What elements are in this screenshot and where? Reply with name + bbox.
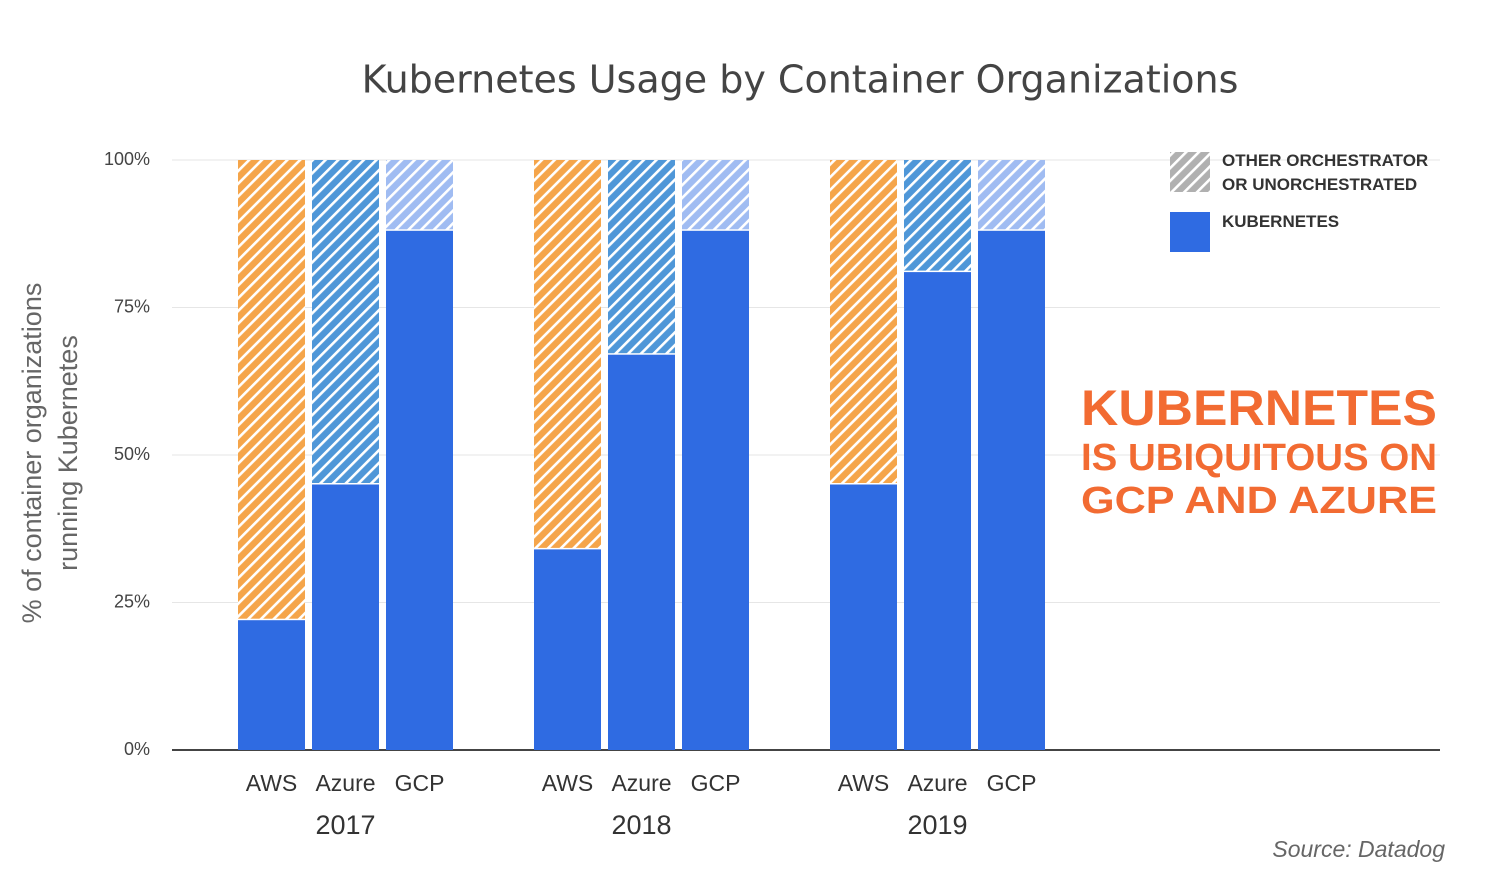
bar-segment: [608, 354, 675, 750]
bar-segment: [386, 230, 453, 751]
annotation: GCP AND AZURE: [1081, 480, 1437, 522]
x-tick-label: AWS: [542, 770, 594, 796]
group-label: 2019: [907, 810, 967, 840]
x-tick-label: GCP: [987, 770, 1037, 796]
legend-label: KUBERNETES: [1222, 212, 1340, 231]
bar-segment: [608, 160, 675, 354]
group-label: 2017: [315, 810, 375, 840]
y-tick-label: 0%: [124, 739, 150, 759]
y-axis-label: % of container organizations running Kub…: [17, 282, 83, 624]
legend-label: OTHER ORCHESTRATOR OR UNORCHESTRATED: [1222, 151, 1429, 194]
legend-swatch: [1170, 212, 1210, 252]
bar-segment: [534, 549, 601, 750]
source: Source: Datadog: [1272, 836, 1445, 862]
bar-segment: [534, 160, 601, 548]
annotation: IS UBIQUITOUS ON: [1081, 437, 1437, 479]
group-label: 2018: [611, 810, 671, 840]
bar-segment: [312, 160, 379, 483]
annotation: KUBERNETES: [1081, 380, 1437, 436]
y-tick-label: 25%: [114, 591, 150, 611]
bar-segment: [238, 620, 305, 750]
x-tick-label: AWS: [246, 770, 298, 796]
y-tick-label: 100%: [104, 149, 150, 169]
x-tick-label: GCP: [691, 770, 741, 796]
bar-segment: [978, 230, 1045, 751]
bar-segment: [830, 160, 897, 483]
bar-segment: [978, 160, 1045, 230]
bar-segment: [830, 484, 897, 750]
bar-segment: [312, 484, 379, 750]
x-tick-label: AWS: [838, 770, 890, 796]
x-tick-label: Azure: [907, 770, 967, 796]
x-tick-label: Azure: [315, 770, 375, 796]
bar-segment: [904, 160, 971, 271]
bar-segment: [682, 160, 749, 230]
bar-segment: [904, 272, 971, 750]
y-tick-label: 75%: [114, 296, 150, 316]
x-tick-label: GCP: [395, 770, 445, 796]
legend-swatch: [1170, 152, 1210, 192]
x-tick-label: Azure: [611, 770, 671, 796]
bar-segment: [386, 160, 453, 230]
y-tick-label: 50%: [114, 444, 150, 464]
chart-title: Kubernetes Usage by Container Organizati…: [362, 58, 1239, 102]
bar-segment: [682, 230, 749, 751]
bar-segment: [238, 160, 305, 619]
